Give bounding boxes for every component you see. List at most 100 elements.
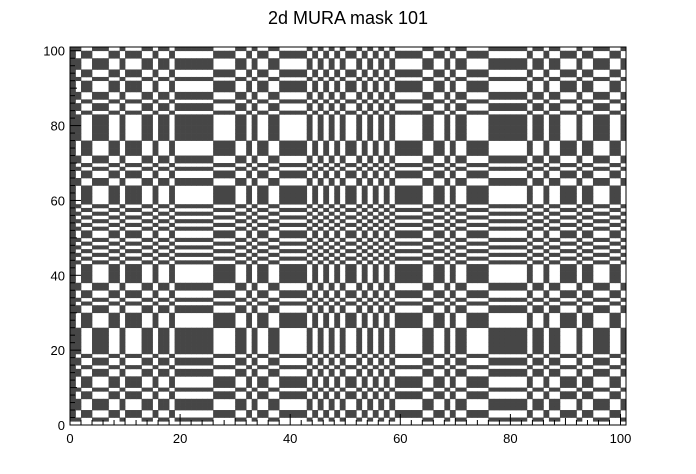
- mask-cell: [515, 226, 522, 231]
- mask-cell: [202, 65, 208, 70]
- mask-cell: [224, 234, 230, 239]
- mask-cell: [570, 383, 577, 388]
- mask-cell: [75, 95, 82, 100]
- mask-cell: [180, 338, 186, 344]
- mask-cell: [75, 297, 82, 302]
- mask-cell: [405, 69, 412, 74]
- mask-cell: [130, 110, 137, 115]
- mask-cell: [405, 316, 412, 321]
- mask-cell: [213, 200, 219, 205]
- mask-cell: [130, 88, 137, 93]
- mask-cell: [609, 200, 616, 205]
- mask-cell: [345, 301, 352, 306]
- mask-cell: [361, 312, 368, 317]
- mask-cell: [317, 76, 324, 82]
- mask-cell: [444, 226, 451, 231]
- mask-cell: [554, 245, 561, 250]
- mask-cell: [570, 99, 577, 104]
- mask-cell: [504, 211, 511, 216]
- mask-cell: [125, 256, 131, 261]
- mask-cell: [378, 61, 385, 67]
- mask-cell: [433, 271, 440, 276]
- mask-cell: [163, 297, 170, 302]
- mask-cell: [235, 372, 241, 377]
- mask-cell: [543, 148, 550, 153]
- mask-cell: [350, 140, 357, 145]
- mask-cell: [438, 234, 445, 239]
- mask-cell: [158, 331, 164, 336]
- mask-cell: [273, 327, 280, 332]
- mask-cell: [279, 380, 286, 385]
- mask-cell: [389, 346, 396, 351]
- mask-cell: [554, 65, 561, 70]
- mask-cell: [334, 50, 341, 55]
- mask-cell: [202, 91, 208, 96]
- mask-cell: [345, 207, 352, 213]
- mask-cell: [323, 241, 330, 246]
- mask-cell: [526, 249, 533, 254]
- mask-cell: [587, 99, 594, 104]
- mask-cell: [493, 65, 500, 70]
- mask-cell: [345, 192, 352, 198]
- mask-cell: [554, 331, 561, 336]
- mask-cell: [400, 391, 407, 396]
- mask-cell: [411, 88, 418, 93]
- mask-cell: [317, 372, 324, 377]
- mask-cell: [262, 170, 269, 175]
- mask-cell: [97, 129, 104, 134]
- mask-cell: [455, 331, 462, 336]
- mask-cell: [339, 76, 346, 82]
- mask-cell: [416, 222, 423, 227]
- mask-cell: [328, 133, 335, 138]
- mask-cell: [119, 338, 126, 344]
- mask-cell: [191, 166, 197, 171]
- mask-cell: [356, 331, 363, 336]
- mask-cell: [570, 185, 577, 190]
- mask-cell: [603, 166, 610, 171]
- mask-cell: [554, 166, 561, 171]
- mask-cell: [81, 275, 87, 280]
- mask-cell: [229, 196, 236, 201]
- mask-cell: [218, 353, 225, 358]
- mask-cell: [224, 230, 230, 235]
- mask-cell: [559, 234, 566, 239]
- mask-cell: [114, 230, 120, 235]
- mask-cell: [174, 406, 181, 411]
- mask-cell: [532, 406, 539, 411]
- mask-cell: [422, 342, 429, 347]
- mask-cell: [70, 323, 76, 329]
- mask-cell: [422, 103, 429, 108]
- mask-cell: [477, 353, 484, 358]
- mask-cell: [504, 417, 511, 422]
- mask-cell: [147, 342, 153, 347]
- mask-cell: [367, 361, 374, 366]
- mask-cell: [488, 286, 495, 291]
- mask-cell: [312, 80, 319, 85]
- mask-cell: [460, 245, 467, 250]
- mask-cell: [416, 69, 423, 74]
- mask-cell: [477, 192, 484, 198]
- mask-cell: [196, 260, 203, 265]
- mask-cell: [609, 279, 616, 284]
- mask-cell: [218, 275, 225, 280]
- mask-cell: [75, 118, 82, 123]
- mask-cell: [97, 260, 104, 265]
- mask-cell: [279, 323, 286, 329]
- mask-cell: [246, 410, 253, 415]
- mask-cell: [306, 297, 313, 302]
- mask-cell: [174, 286, 181, 291]
- mask-cell: [108, 69, 115, 74]
- mask-cell: [471, 256, 478, 261]
- mask-cell: [130, 316, 137, 321]
- mask-cell: [499, 106, 506, 111]
- mask-cell: [97, 372, 104, 377]
- mask-cell: [433, 50, 440, 55]
- mask-cell: [576, 118, 583, 123]
- mask-cell: [383, 50, 390, 55]
- mask-cell: [147, 417, 153, 422]
- mask-cell: [367, 103, 374, 108]
- mask-cell: [477, 391, 484, 396]
- mask-cell: [174, 91, 181, 96]
- mask-cell: [97, 76, 104, 82]
- mask-cell: [482, 54, 489, 59]
